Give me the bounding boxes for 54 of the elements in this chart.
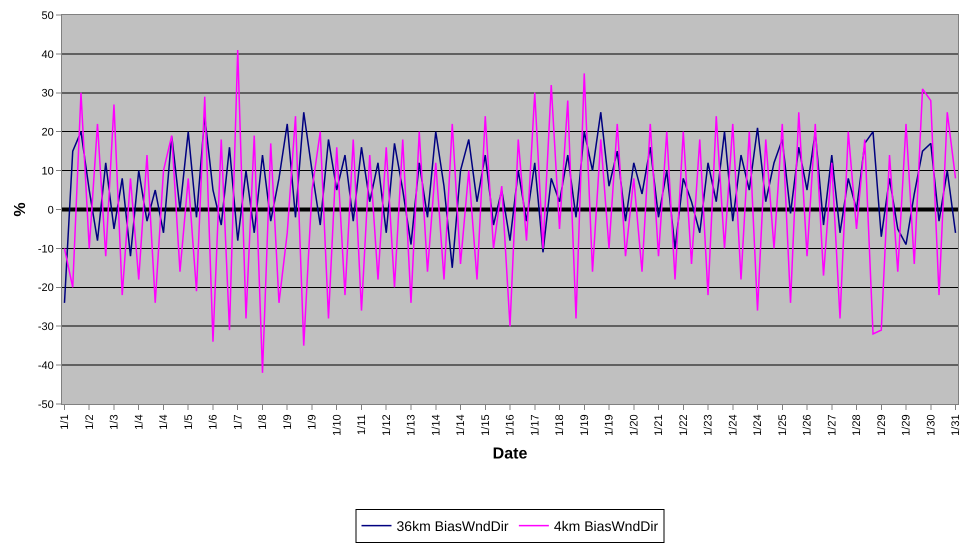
x-tick-label: 1/9 [306, 414, 319, 430]
x-tick-label: 1/4 [133, 414, 146, 430]
x-tick-label: 1/23 [702, 414, 715, 436]
legend-label: 4km BiasWndDir [554, 518, 658, 534]
x-tick-label: 1/8 [257, 414, 270, 430]
y-tick-label: -10 [38, 243, 54, 256]
line-series [64, 49, 956, 374]
x-tick-label: 1/21 [653, 414, 666, 436]
x-tick-label: 1/19 [604, 414, 616, 436]
x-tick-label: 1/26 [802, 414, 814, 436]
y-tick-label: -20 [38, 282, 54, 294]
x-tick-label: 1/29 [900, 414, 913, 436]
x-tick-label: 1/16 [504, 414, 517, 436]
x-tick-label: 1/22 [678, 414, 690, 436]
x-axis-title: Date [492, 446, 528, 463]
x-tick-label: 1/15 [480, 414, 492, 436]
y-tick-label: 50 [42, 10, 54, 22]
x-tick-label: 1/12 [380, 414, 393, 436]
x-tick-label: 1/3 [108, 414, 121, 430]
x-tick-label: 1/2 [84, 414, 96, 430]
x-tick-label: 1/9 [282, 414, 294, 430]
x-tick-label: 1/6 [208, 414, 220, 430]
x-tick-label: 1/4 [158, 414, 170, 430]
y-tick-label: 20 [42, 126, 54, 139]
x-tick-label: 1/27 [826, 414, 838, 436]
y-tick-label: -50 [38, 398, 54, 411]
y-tick-label: 0 [48, 204, 54, 216]
x-tick-label: 1/11 [356, 414, 368, 435]
x-tick-label: 1/25 [776, 414, 789, 436]
x-tick-label: 1/14 [455, 414, 468, 436]
x-tick-label: 1/14 [430, 414, 442, 436]
y-tick-label: -40 [38, 360, 54, 372]
x-tick-label: 1/10 [331, 414, 344, 436]
y-tick-label: 40 [42, 48, 54, 61]
x-tick-label: 1/31 [950, 414, 962, 436]
x-tick-label: 1/30 [925, 414, 938, 436]
x-tick-label: 1/1 [59, 414, 72, 430]
x-tick-label: 1/24 [752, 414, 764, 436]
x-tick-label: 1/18 [554, 414, 566, 436]
x-tick-label: 1/29 [876, 414, 888, 436]
x-tick-label: 1/19 [578, 414, 591, 436]
y-tick-label: 10 [42, 165, 54, 178]
y-tick-label: 30 [42, 88, 54, 100]
x-tick-label: 1/13 [406, 414, 418, 436]
x-tick-label: 1/5 [182, 414, 195, 430]
line-series [64, 112, 956, 304]
y-tick-label: -30 [38, 321, 54, 334]
legend-label: 36km BiasWndDir [396, 518, 509, 534]
y-axis-title: % [12, 202, 29, 217]
x-tick-label: 1/28 [851, 414, 864, 436]
x-tick-label: 1/20 [628, 414, 640, 436]
x-tick-label: 1/17 [529, 414, 542, 436]
x-tick-label: 1/24 [727, 414, 740, 436]
x-tick-label: 1/7 [232, 414, 244, 430]
